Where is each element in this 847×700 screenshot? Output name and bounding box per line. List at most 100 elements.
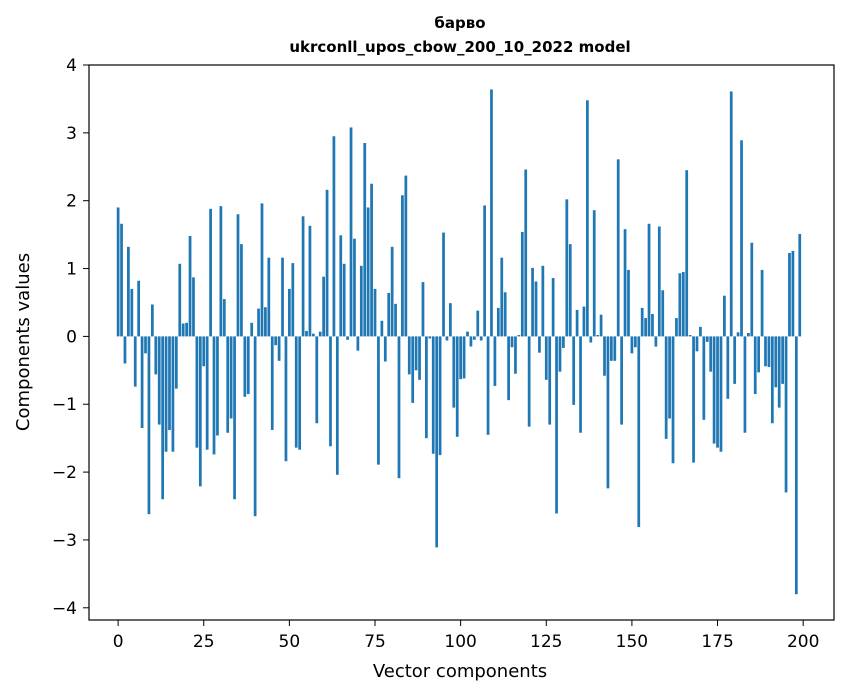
bar-130 bbox=[562, 336, 565, 348]
plot-frame bbox=[88, 64, 835, 621]
y-tick-label: −1 bbox=[52, 395, 77, 415]
bar-172 bbox=[705, 336, 709, 342]
bar-83 bbox=[401, 195, 404, 337]
bar-104 bbox=[472, 336, 476, 340]
bar-67 bbox=[346, 336, 349, 340]
bar-38 bbox=[246, 336, 250, 395]
y-axis-ticks: −4 −3 −2 −1 0 1 2 3 4 bbox=[52, 56, 89, 619]
bar-198 bbox=[794, 336, 798, 595]
bar-4 bbox=[130, 288, 134, 337]
bar-9 bbox=[147, 336, 151, 515]
bar-152 bbox=[637, 336, 641, 528]
bar-52 bbox=[294, 336, 298, 448]
bar-84 bbox=[404, 175, 408, 337]
bar-48 bbox=[281, 257, 284, 337]
bar-47 bbox=[277, 336, 281, 361]
bar-180 bbox=[733, 336, 737, 384]
bar-170 bbox=[699, 326, 702, 337]
bar-78 bbox=[383, 336, 387, 362]
bar-53 bbox=[298, 336, 302, 450]
bar-195 bbox=[784, 336, 788, 493]
bar-81 bbox=[394, 303, 397, 337]
bar-122 bbox=[534, 281, 538, 337]
bar-177 bbox=[723, 295, 726, 337]
bar-147 bbox=[620, 336, 623, 425]
bar-41 bbox=[257, 308, 260, 337]
bar-162 bbox=[671, 336, 675, 464]
bar-106 bbox=[479, 336, 483, 341]
bar-33 bbox=[229, 336, 233, 419]
bar-126 bbox=[548, 336, 552, 425]
bar-34 bbox=[233, 336, 236, 500]
bar-155 bbox=[647, 223, 651, 337]
bar-25 bbox=[202, 336, 206, 367]
x-axis-label: Vector components bbox=[373, 661, 547, 682]
bar-91 bbox=[428, 336, 432, 339]
bar-21 bbox=[188, 235, 192, 337]
bar-44 bbox=[267, 257, 271, 337]
bar-119 bbox=[524, 169, 528, 337]
bar-163 bbox=[675, 318, 678, 337]
bar-92 bbox=[431, 336, 435, 454]
bar-123 bbox=[538, 336, 541, 353]
bar-110 bbox=[493, 336, 497, 386]
bar-7 bbox=[140, 336, 144, 428]
bar-30 bbox=[219, 206, 223, 337]
bar-139 bbox=[592, 210, 596, 337]
bar-0 bbox=[116, 207, 120, 337]
bar-8 bbox=[144, 336, 147, 354]
bar-97 bbox=[449, 303, 452, 337]
bar-143 bbox=[606, 336, 610, 489]
bar-86 bbox=[411, 336, 415, 403]
bar-90 bbox=[425, 336, 428, 439]
bar-189 bbox=[764, 336, 767, 367]
bar-50 bbox=[288, 288, 291, 337]
bar-117 bbox=[517, 335, 521, 337]
bar-184 bbox=[747, 333, 750, 337]
bar-169 bbox=[695, 336, 699, 352]
bar-114 bbox=[507, 336, 510, 401]
chart-title: барво bbox=[434, 14, 485, 32]
bar-45 bbox=[270, 336, 274, 431]
bar-135 bbox=[579, 336, 582, 433]
bar-127 bbox=[551, 278, 555, 337]
bar-105 bbox=[476, 310, 480, 337]
bar-125 bbox=[544, 336, 548, 380]
bar-149 bbox=[627, 269, 630, 337]
bar-131 bbox=[565, 199, 569, 337]
bar-187 bbox=[757, 336, 761, 373]
bar-22 bbox=[192, 277, 195, 337]
bar-71 bbox=[359, 265, 363, 337]
bar-157 bbox=[654, 336, 658, 347]
bar-64 bbox=[335, 336, 339, 475]
x-tick-label: 100 bbox=[444, 632, 476, 652]
x-tick-label: 125 bbox=[530, 632, 562, 652]
bar-191 bbox=[770, 336, 774, 424]
bar-148 bbox=[623, 229, 627, 337]
bar-136 bbox=[582, 306, 586, 337]
bar-10 bbox=[151, 304, 154, 337]
chart-subtitle: ukrconll_upos_cbow_200_10_2022 model bbox=[289, 38, 630, 56]
bar-72 bbox=[363, 143, 367, 337]
bar-5 bbox=[133, 336, 137, 387]
bar-39 bbox=[250, 322, 254, 337]
bar-113 bbox=[503, 292, 507, 337]
bar-17 bbox=[174, 336, 178, 389]
bar-178 bbox=[726, 336, 730, 399]
bar-159 bbox=[661, 290, 665, 337]
bar-101 bbox=[462, 336, 466, 379]
bar-129 bbox=[558, 336, 562, 372]
y-tick-label: 4 bbox=[66, 56, 77, 76]
x-tick-label: 25 bbox=[193, 632, 215, 652]
bar-196 bbox=[788, 252, 791, 337]
bar-107 bbox=[483, 205, 486, 337]
bar-140 bbox=[596, 335, 600, 337]
bar-94 bbox=[438, 336, 442, 456]
bar-3 bbox=[127, 246, 130, 337]
bar-164 bbox=[678, 273, 682, 337]
bar-46 bbox=[274, 336, 278, 346]
bar-65 bbox=[339, 235, 343, 337]
bar-179 bbox=[729, 91, 733, 337]
bar-51 bbox=[291, 263, 295, 337]
